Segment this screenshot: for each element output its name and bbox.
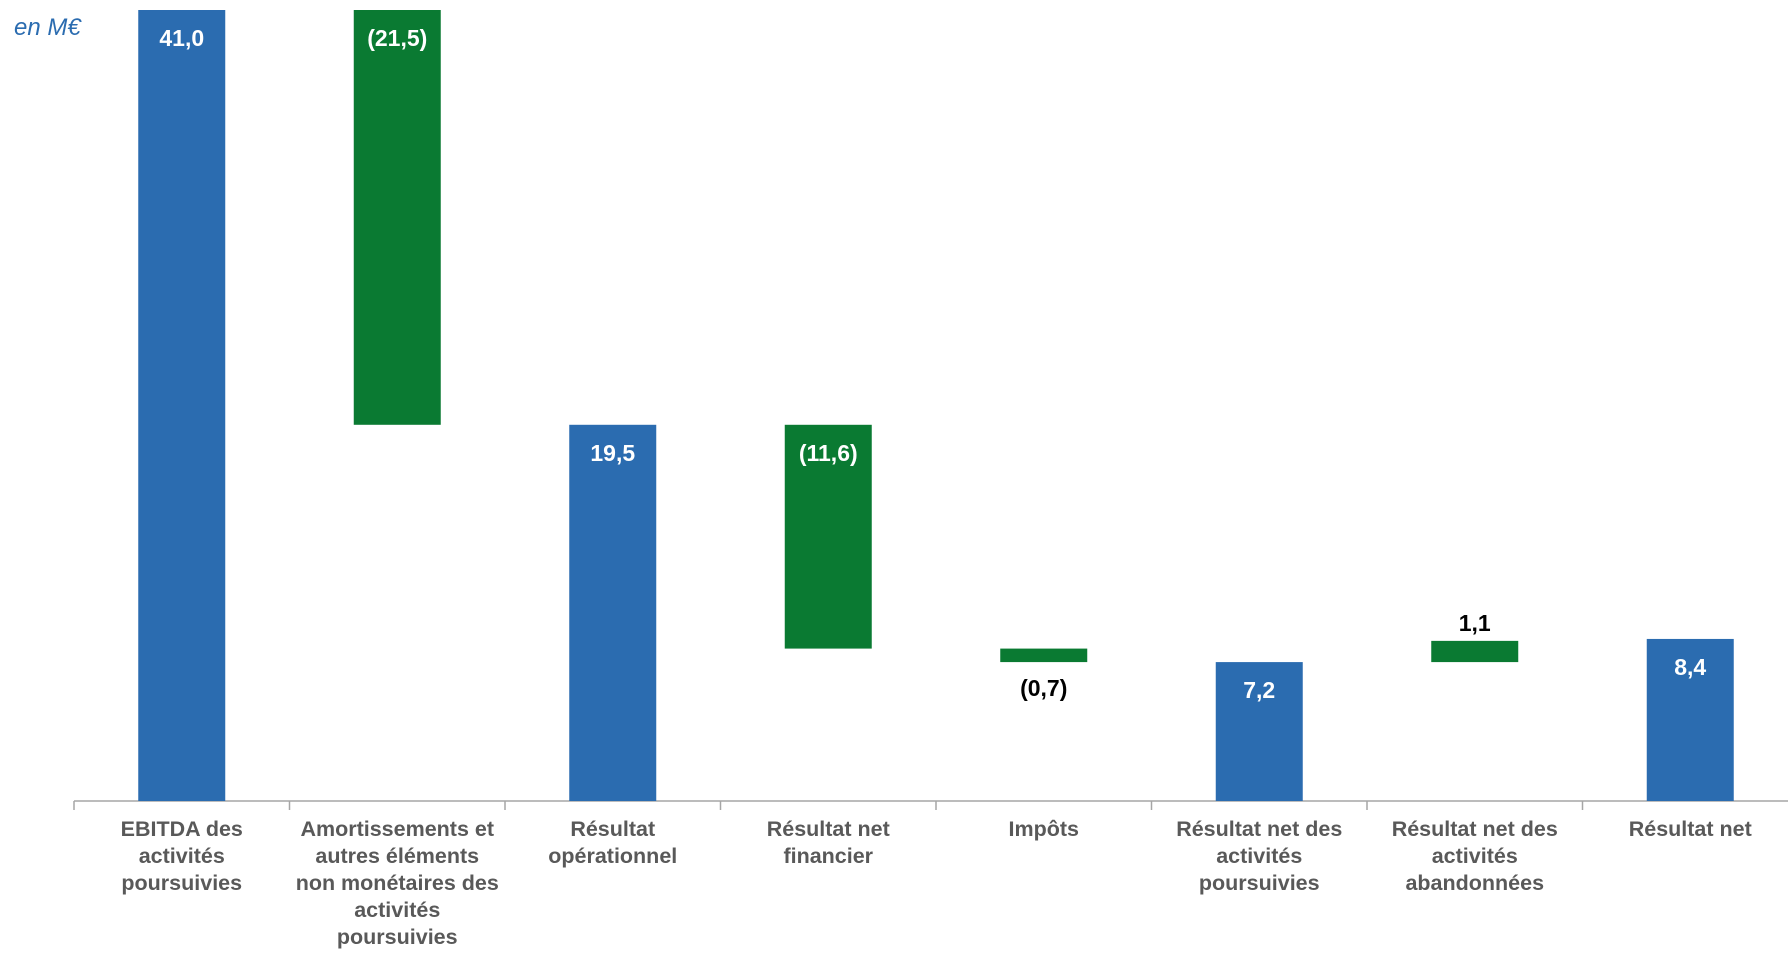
value-label: (11,6) xyxy=(799,440,858,466)
value-label: 7,2 xyxy=(1243,677,1275,703)
x-tick-label: Amortissements et autres éléments non mo… xyxy=(295,817,499,949)
value-label: 8,4 xyxy=(1674,654,1706,680)
x-tick-label: Impôts xyxy=(1008,817,1079,841)
value-label: 1,1 xyxy=(1459,610,1491,636)
value-label: (21,5) xyxy=(367,25,427,51)
unit-label: en M€ xyxy=(14,14,81,41)
bar xyxy=(138,10,226,801)
bar xyxy=(353,10,441,425)
bar xyxy=(784,424,872,649)
x-tick-label: Résultat net financier xyxy=(766,817,890,868)
bar xyxy=(1646,638,1734,801)
x-tick-label: Résultat net des activités abandonnées xyxy=(1391,817,1558,895)
x-tick-label: Résultat net xyxy=(1628,817,1752,841)
value-label: 19,5 xyxy=(590,440,635,466)
x-tick-label: EBITDA des activités poursuivies xyxy=(120,817,243,895)
x-tick-label: Résultat opérationnel xyxy=(548,817,678,868)
bar xyxy=(1000,648,1088,663)
bar xyxy=(1431,640,1519,663)
bar xyxy=(1215,662,1303,801)
value-label: (0,7) xyxy=(1020,675,1067,701)
value-label: 41,0 xyxy=(159,25,204,51)
bar xyxy=(569,424,657,801)
x-tick-label: Résultat net des activités poursuivies xyxy=(1176,817,1343,895)
